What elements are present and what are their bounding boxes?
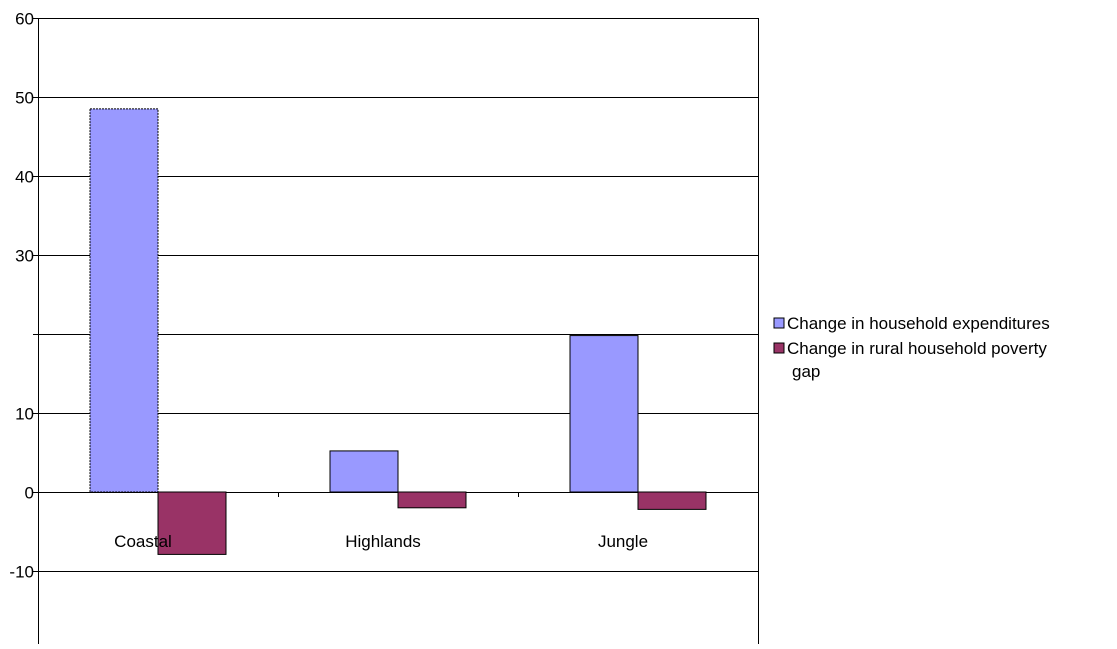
bar-poverty-gap-jungle [637,491,707,510]
y-tick-label: -10 [9,563,34,582]
y-tick-label: 0 [25,484,34,503]
bars [89,108,707,555]
axes [33,18,759,644]
category-labels: Coastal Highlands Jungle [114,532,648,551]
legend-label-poverty-gap: Change in rural household poverty [787,339,1047,358]
legend: Change in household expenditures Change … [773,314,1050,381]
y-tick-label: 30 [15,247,34,266]
category-label-jungle: Jungle [598,532,648,551]
y-tick-label: 60 [15,10,34,29]
y-tick-label: 40 [15,168,34,187]
bar-expenditures-jungle [569,335,639,493]
category-label-coastal: Coastal [114,532,172,551]
bar-poverty-gap-coastal [157,491,227,555]
legend-label-expenditures: Change in household expenditures [787,314,1050,333]
y-tick-label: 50 [15,89,34,108]
legend-swatch-expenditures [773,317,785,329]
legend-label-poverty-gap-cont: gap [792,362,820,381]
bar-poverty-gap-highlands [397,491,467,509]
y-tick-labels: 60 50 40 30 10 0 -10 [9,10,34,582]
bar-expenditures-coastal [89,108,159,493]
y-tick-label: 10 [15,405,34,424]
category-label-highlands: Highlands [345,532,421,551]
legend-swatch-poverty-gap [773,342,785,354]
bar-expenditures-highlands [329,450,399,493]
